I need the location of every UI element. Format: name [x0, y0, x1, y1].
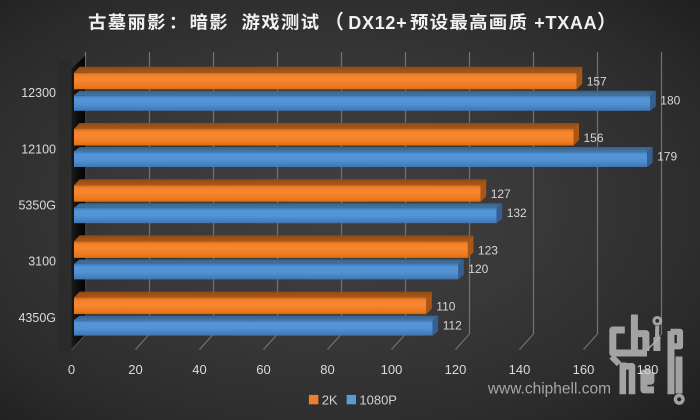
svg-text:110: 110 — [436, 299, 455, 313]
svg-text:2K: 2K — [322, 392, 338, 407]
svg-text:120: 120 — [445, 362, 467, 377]
svg-text:+TXAA: +TXAA — [534, 13, 597, 33]
svg-text:12300: 12300 — [21, 86, 56, 100]
svg-text:132: 132 — [507, 206, 527, 220]
svg-text:1080P: 1080P — [359, 392, 397, 407]
svg-text:180: 180 — [637, 362, 659, 377]
svg-text:60: 60 — [256, 362, 270, 377]
svg-text:12100: 12100 — [21, 142, 56, 156]
svg-text:www.chiphell.com: www.chiphell.com — [487, 380, 611, 397]
svg-text:160: 160 — [573, 362, 595, 377]
svg-text:DX12+: DX12+ — [348, 13, 407, 33]
svg-text:4350G: 4350G — [18, 311, 56, 325]
svg-text:100: 100 — [381, 362, 403, 377]
svg-text:156: 156 — [584, 131, 604, 145]
svg-text:3100: 3100 — [28, 255, 56, 269]
svg-text:80: 80 — [320, 362, 334, 377]
svg-text:0: 0 — [68, 362, 75, 377]
svg-text:180: 180 — [660, 93, 680, 107]
svg-text:112: 112 — [443, 318, 462, 332]
svg-text:40: 40 — [192, 362, 206, 377]
svg-text:157: 157 — [587, 75, 607, 89]
svg-text:179: 179 — [657, 150, 677, 164]
svg-text:20: 20 — [128, 362, 142, 377]
svg-text:5350G: 5350G — [18, 198, 56, 212]
svg-text:123: 123 — [478, 243, 498, 257]
svg-text:140: 140 — [509, 362, 531, 377]
svg-text:127: 127 — [491, 187, 511, 201]
svg-text:120: 120 — [468, 262, 488, 276]
